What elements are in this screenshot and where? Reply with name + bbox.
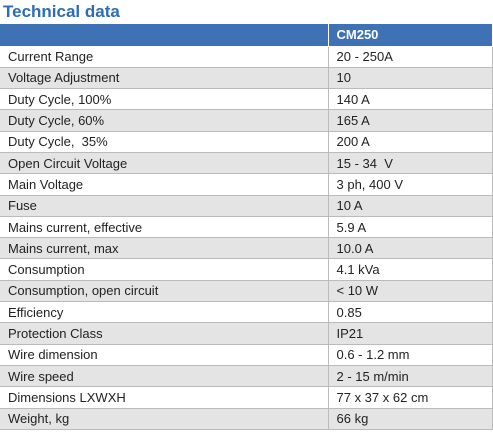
row-value: 77 x 37 x 62 cm [328, 386, 493, 409]
header-row: CM250 [0, 24, 493, 47]
row-label: Weight, kg [0, 408, 329, 430]
table-row: Protection Class IP21 [0, 322, 493, 345]
row-label: Mains current, effective [0, 216, 329, 239]
header-cell [0, 24, 329, 47]
table-row: Fuse 10 A [0, 195, 493, 217]
row-value: < 10 W [328, 280, 493, 303]
row-value: 0.85 [328, 301, 493, 324]
row-label: Consumption, open circuit [0, 280, 329, 303]
table-row: Mains current, effective 5.9 A [0, 216, 493, 239]
table-body: CM250 Current Range 20 - 250A Voltage Adju… [0, 24, 493, 430]
row-value: 5.9 A [328, 216, 493, 239]
table-row: Weight, kg 66 kg [0, 408, 493, 430]
row-label: Wire speed [0, 365, 329, 388]
table-row: Duty Cycle, 35% 200 A [0, 131, 493, 153]
row-label: Duty Cycle, 35% [0, 131, 329, 153]
table-row: Efficiency 0.85 [0, 301, 493, 324]
row-label: Wire dimension [0, 344, 329, 366]
row-value: 10.0 A [328, 237, 493, 260]
row-label: Efficiency [0, 301, 329, 324]
row-label: Consumption [0, 258, 329, 281]
row-label: Main Voltage [0, 173, 329, 196]
row-label: Protection Class [0, 322, 329, 345]
table-row: Mains current, max 10.0 A [0, 237, 493, 260]
table-row: Voltage Adjustment 10 [0, 67, 493, 90]
table-row: Wire dimension 0.6 - 1.2 mm [0, 344, 493, 366]
header-cell: CM250 [328, 24, 493, 47]
row-value: 2 - 15 m/min [328, 365, 493, 388]
table-row: Dimensions LXWXH 77 x 37 x 62 cm [0, 386, 493, 409]
table-row: Duty Cycle, 60% 165 A [0, 109, 493, 132]
row-label: Duty Cycle, 60% [0, 109, 329, 132]
row-value: 200 A [328, 131, 493, 153]
row-label: Fuse [0, 195, 329, 217]
table-row: Current Range 20 - 250A [0, 46, 493, 68]
row-value: 140 A [328, 88, 493, 111]
row-value: IP21 [328, 322, 493, 345]
table-row: Consumption 4.1 kVa [0, 258, 493, 281]
row-value: 165 A [328, 109, 493, 132]
row-label: Duty Cycle, 100% [0, 88, 329, 111]
title: Technical data [3, 2, 120, 21]
spec-table: CM250 Current Range 20 - 250A Voltage Adju… [0, 24, 493, 430]
row-label: Open Circuit Voltage [0, 152, 329, 175]
table-row: Consumption, open circuit < 10 W [0, 280, 493, 303]
row-value: 0.6 - 1.2 mm [328, 344, 493, 366]
row-value: 66 kg [328, 408, 493, 430]
row-value: 10 [328, 67, 493, 90]
row-label: Dimensions LXWXH [0, 386, 329, 409]
row-value: 20 - 250A [328, 46, 493, 68]
table-row: Duty Cycle, 100% 140 A [0, 88, 493, 111]
row-label: Mains current, max [0, 237, 329, 260]
table-row: Wire speed 2 - 15 m/min [0, 365, 493, 388]
table-row: Open Circuit Voltage 15 - 34 V [0, 152, 493, 175]
row-value: 4.1 kVa [328, 258, 493, 281]
row-label: Voltage Adjustment [0, 67, 329, 90]
row-value: 10 A [328, 195, 493, 217]
row-value: 15 - 34 V [328, 152, 493, 175]
table-row: Main Voltage 3 ph, 400 V [0, 173, 493, 196]
row-label: Current Range [0, 46, 329, 68]
row-value: 3 ph, 400 V [328, 173, 493, 196]
